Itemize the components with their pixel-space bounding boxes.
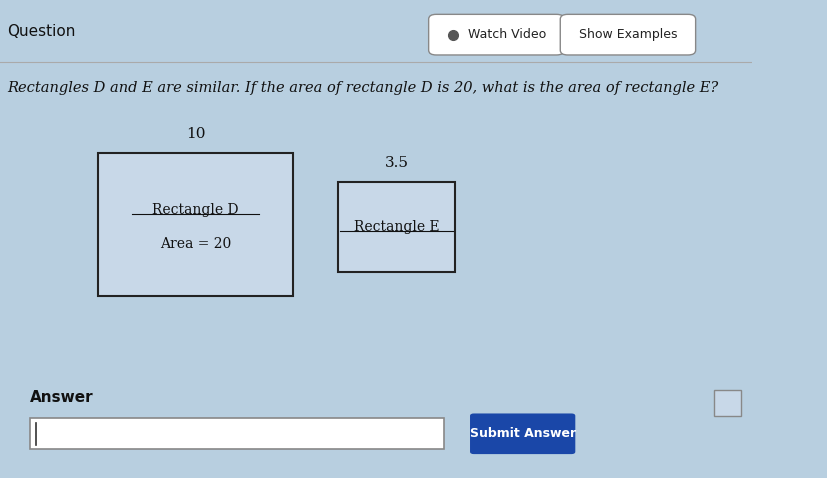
- Text: Question: Question: [7, 24, 76, 39]
- Text: Show Examples: Show Examples: [578, 28, 676, 41]
- FancyBboxPatch shape: [428, 14, 563, 55]
- FancyBboxPatch shape: [714, 390, 740, 416]
- FancyBboxPatch shape: [560, 14, 695, 55]
- Text: Submit Answer: Submit Answer: [469, 427, 575, 440]
- Text: Rectangle E: Rectangle E: [353, 220, 439, 234]
- Text: 3.5: 3.5: [385, 156, 409, 170]
- Text: Rectangles D and E are similar. If the area of rectangle D is 20, what is the ar: Rectangles D and E are similar. If the a…: [7, 81, 718, 95]
- Text: Rectangle D: Rectangle D: [152, 203, 238, 217]
- Text: Area = 20: Area = 20: [160, 237, 231, 251]
- Text: 10: 10: [185, 127, 205, 141]
- Text: Watch Video: Watch Video: [467, 28, 545, 41]
- Text: Answer: Answer: [30, 390, 93, 404]
- FancyBboxPatch shape: [30, 418, 443, 449]
- FancyBboxPatch shape: [98, 153, 293, 296]
- FancyBboxPatch shape: [470, 413, 575, 454]
- FancyBboxPatch shape: [338, 182, 454, 272]
